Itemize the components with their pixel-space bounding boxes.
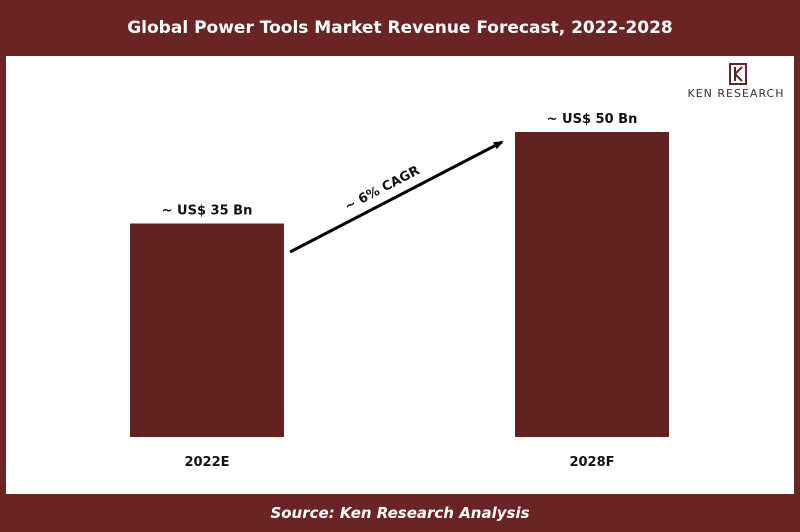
ken-research-logo-text: KEN RESEARCH (687, 87, 785, 100)
source-note: Source: Ken Research Analysis (270, 504, 530, 522)
bar-2022E (130, 223, 284, 437)
data-label-2022E: ~ US$ 35 Bn (162, 204, 253, 219)
bar-2028F (515, 132, 669, 437)
chart-title: Global Power Tools Market Revenue Foreca… (127, 18, 673, 38)
x-tick-label-2028F: 2028F (569, 455, 614, 470)
data-label-2028F: ~ US$ 50 Bn (547, 112, 638, 127)
x-tick-label-2022E: 2022E (184, 455, 229, 470)
cagr-arrow (289, 140, 504, 254)
ken-research-logo: KEN RESEARCH (680, 62, 792, 102)
ken-research-logo-icon (729, 63, 747, 85)
